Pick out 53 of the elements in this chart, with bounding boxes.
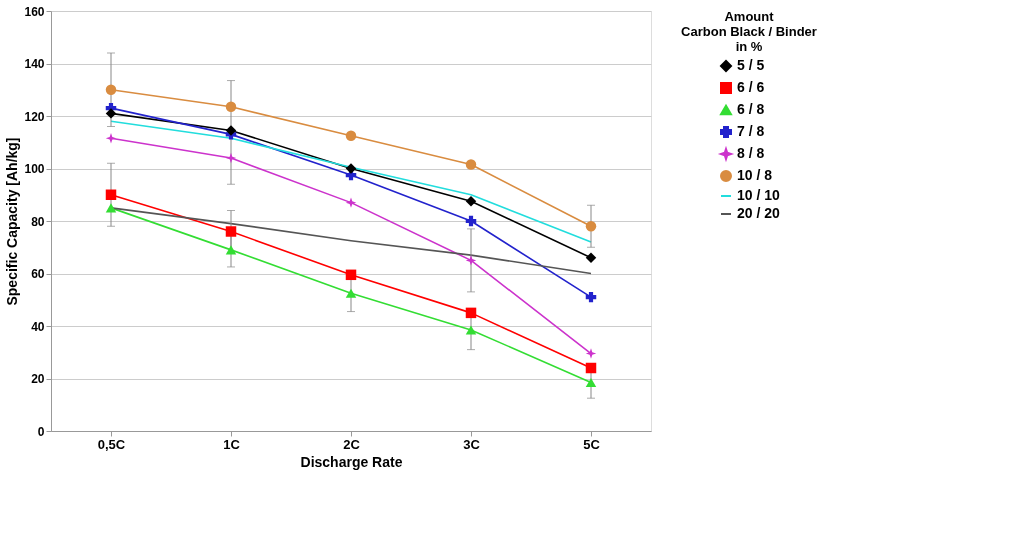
x-tick-label: 5C [583,436,601,452]
legend-label: 6 / 6 [737,79,765,95]
point [585,221,597,232]
point [585,252,597,263]
point [345,288,357,298]
point [345,197,357,208]
point [465,325,477,335]
y-tick-label: 100 [24,162,45,176]
point [465,255,477,266]
point [465,215,477,227]
point [105,84,117,95]
point [465,196,477,207]
y-tick-label: 80 [31,214,45,229]
point [465,307,477,319]
legend-label: 10 / 10 [737,187,781,203]
point [345,269,357,281]
point [345,163,357,174]
point [345,130,357,141]
point [225,101,237,113]
y-tick-label: 140 [24,57,45,71]
y-tick-label: 0 [37,424,45,439]
point [105,189,117,200]
x-axis-title: Discharge Rate [300,453,403,470]
y-tick-label: 160 [24,4,45,19]
point [225,152,237,164]
point [585,362,597,374]
y-tick-label: 60 [31,267,45,281]
legend-label: 7 / 8 [737,123,765,139]
y-axis-title: Specific Capacity [Ah/kg] [4,137,21,306]
legend-label: 20 / 20 [737,205,781,221]
x-tick-label: 2C [343,436,361,452]
point [105,203,117,213]
point [105,108,117,119]
x-tick-label: 0,5C [97,436,126,452]
legend-label: 8 / 8 [737,145,765,161]
point [465,159,477,170]
point [225,245,237,255]
y-tick-label: 120 [24,109,45,124]
legend-label: 10 / 8 [737,167,773,183]
legend-title: Amount Carbon Black / Binder in % [681,9,817,54]
x-tick-label: 3C [463,436,481,452]
point [585,377,597,387]
point [105,133,117,144]
point [225,125,237,136]
y-tick-label: 20 [31,372,45,386]
point [225,226,237,237]
legend-label: 5 / 5 [737,57,765,73]
y-tick-label: 40 [31,319,45,334]
point [585,348,597,359]
line-series [110,120,592,243]
legend-label: 6 / 8 [737,101,765,117]
x-tick-label: 1C [223,436,241,452]
point [585,291,597,303]
